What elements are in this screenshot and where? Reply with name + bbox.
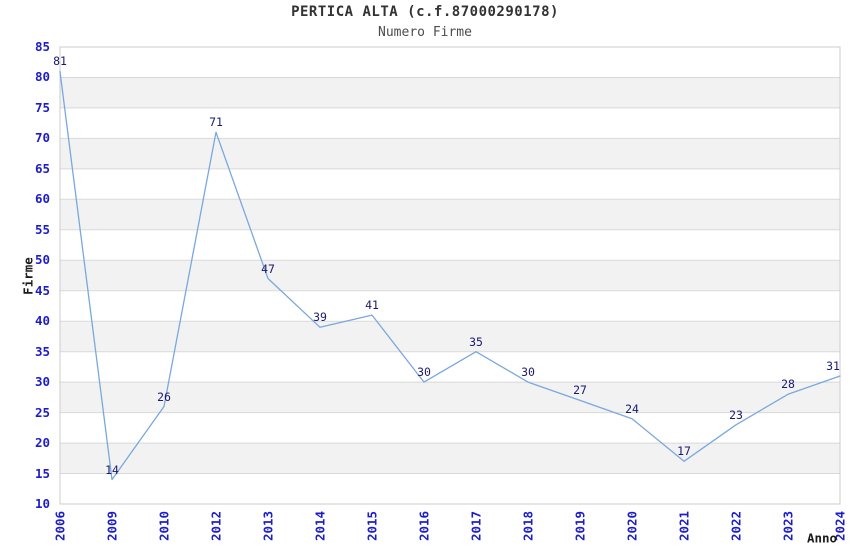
y-tick-label: 35: [34, 343, 50, 359]
point-label: 47: [261, 261, 275, 276]
plot-band: [60, 107, 840, 139]
y-tick-label: 60: [34, 191, 50, 207]
x-tick-label: 2019: [572, 510, 588, 542]
point-label: 81: [53, 54, 67, 69]
x-tick-label: 2015: [364, 510, 380, 542]
x-tick-label: 2010: [156, 510, 172, 542]
point-label: 41: [365, 298, 379, 313]
y-tick-label: 30: [34, 374, 50, 390]
data-line: [59, 70, 841, 481]
plot-band: [60, 47, 840, 78]
plot-band: [60, 382, 840, 413]
x-tick-label: 2013: [260, 510, 276, 542]
point-label: 39: [313, 310, 327, 325]
point-label: 71: [209, 115, 223, 130]
plot-band: [60, 138, 840, 169]
x-axis-title: Anno: [806, 530, 838, 546]
y-tick-label: 15: [34, 465, 50, 481]
plot-band: [60, 412, 840, 444]
point-label: 28: [781, 377, 795, 392]
x-tick-label: 2016: [416, 510, 432, 542]
y-tick-label: 70: [34, 130, 50, 146]
plot-band: [60, 290, 840, 322]
y-tick-label: 20: [34, 435, 50, 451]
plot-band: [60, 473, 840, 504]
plot-band: [60, 443, 840, 474]
y-tick-label: 40: [34, 313, 50, 329]
point-label: 35: [469, 334, 483, 349]
x-tick-label: 2018: [520, 510, 536, 542]
y-tick-label: 45: [34, 282, 50, 298]
chart-subtitle: Numero Firme: [378, 25, 472, 40]
plot-border: [59, 46, 841, 505]
y-tick-label: 80: [34, 69, 50, 85]
plot-band: [60, 229, 840, 261]
plot-band: [60, 168, 840, 200]
y-axis-title: Firme: [20, 257, 36, 295]
point-label: 26: [157, 389, 171, 404]
x-tick-label: 2022: [728, 510, 744, 542]
point-label: 27: [573, 383, 587, 398]
y-tick-label: 75: [34, 99, 50, 115]
y-tick-label: 85: [34, 39, 50, 54]
y-tick-label: 65: [34, 160, 50, 176]
x-tick-label: 2023: [780, 510, 796, 542]
point-label: 17: [677, 444, 691, 459]
point-label: 24: [625, 401, 639, 416]
point-label: 30: [417, 365, 431, 380]
point-label: 14: [105, 462, 119, 477]
y-tick-label: 10: [34, 496, 50, 511]
x-tick-label: 2014: [312, 510, 328, 542]
x-tick-label: 2020: [624, 510, 640, 542]
chart-title: PERTICA ALTA (c.f.87000290178): [291, 4, 559, 20]
plot-band: [60, 260, 840, 291]
x-tick-label: 2009: [104, 510, 120, 542]
x-tick-label: 2017: [468, 510, 484, 542]
plot-band: [60, 199, 840, 230]
y-tick-label: 50: [34, 252, 50, 268]
y-tick-label: 25: [34, 404, 50, 420]
plot-band: [60, 321, 840, 352]
plot-band: [60, 77, 840, 108]
x-tick-label: 2012: [208, 510, 224, 542]
point-label: 31: [826, 359, 840, 374]
x-tick-label: 2006: [52, 510, 68, 542]
point-label: 30: [521, 365, 535, 380]
x-tick-label: 2021: [676, 510, 692, 542]
point-label: 23: [729, 407, 743, 422]
y-tick-label: 55: [34, 221, 50, 237]
